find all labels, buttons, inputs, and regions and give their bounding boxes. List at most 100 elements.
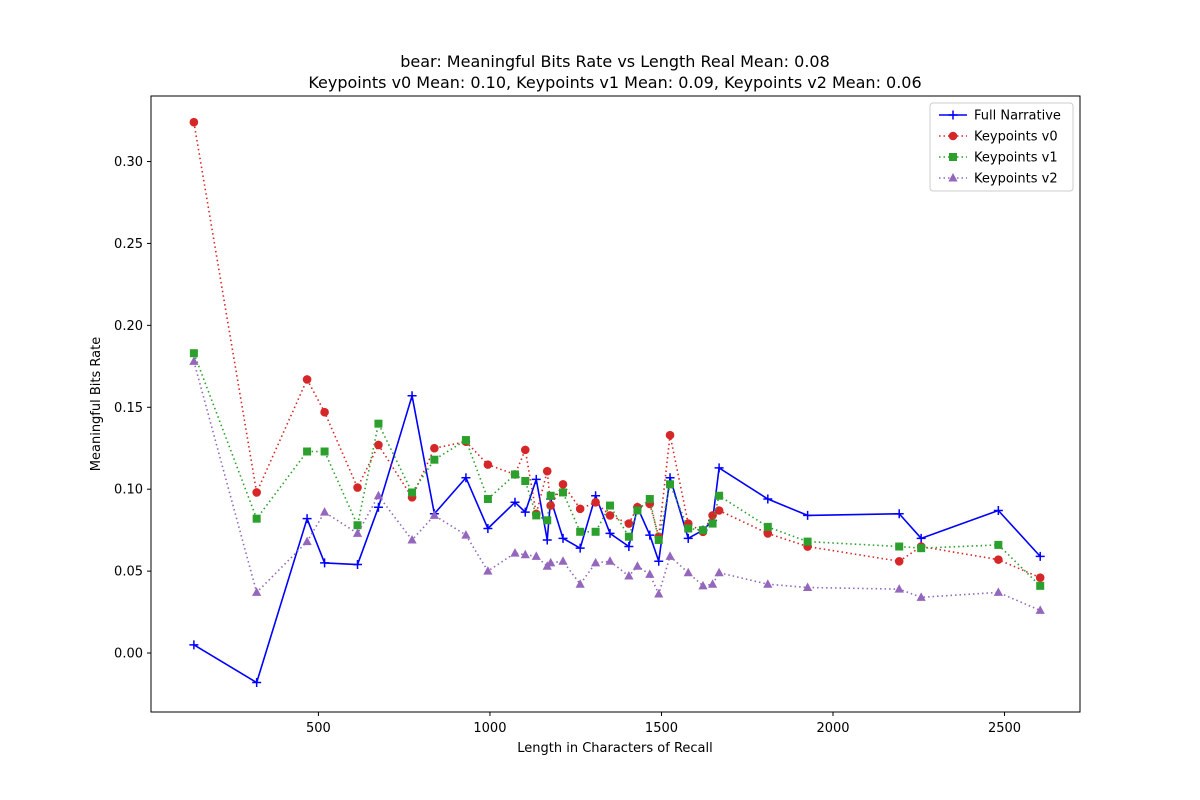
data-point (483, 566, 493, 575)
legend-marker (948, 173, 958, 182)
data-point (483, 495, 492, 504)
data-point (591, 557, 601, 567)
data-point (1035, 605, 1045, 614)
data-point (645, 530, 655, 540)
data-point (461, 473, 471, 483)
data-point (542, 466, 552, 476)
data-point (763, 522, 772, 531)
data-point (714, 567, 724, 577)
data-point (483, 524, 493, 534)
data-point (698, 526, 707, 535)
x-axis-label: Length in Characters of Recall (517, 741, 713, 756)
data-point (803, 582, 813, 591)
data-point (707, 579, 718, 588)
data-point (606, 501, 615, 510)
data-point (715, 491, 724, 500)
data-point (633, 506, 642, 515)
data-point (1035, 551, 1045, 561)
data-point (189, 349, 198, 358)
legend-marker (948, 110, 958, 120)
chart-title: bear: Meaningful Bits Rate vs Length Rea… (400, 52, 830, 71)
data-point (520, 507, 530, 517)
series-full-narrative (189, 391, 1045, 688)
data-point (714, 463, 724, 473)
series-line (193, 122, 1041, 579)
data-point (698, 580, 708, 590)
data-point (645, 495, 654, 504)
data-point (894, 584, 904, 593)
x-tick-label: 500 (306, 721, 331, 736)
data-point (352, 528, 363, 537)
data-point (510, 548, 520, 557)
data-point (461, 530, 471, 539)
data-point (894, 556, 904, 566)
data-point (252, 587, 262, 596)
data-point (546, 501, 555, 510)
data-point (546, 557, 556, 567)
data-point (605, 556, 615, 565)
legend-label: Keypoints v2 (974, 172, 1058, 187)
data-point (319, 507, 330, 516)
y-tick-label: 0.30 (114, 155, 143, 170)
data-point (665, 551, 675, 560)
data-point (654, 556, 664, 566)
data-point (252, 678, 262, 688)
data-point (429, 510, 439, 519)
data-point (895, 542, 904, 551)
series-keypoints-v0 (189, 117, 1045, 582)
data-point (510, 497, 520, 507)
data-point (916, 592, 926, 601)
data-point (624, 519, 634, 528)
data-point (407, 534, 417, 544)
data-point (994, 540, 1003, 549)
data-point (559, 488, 568, 497)
data-point (520, 549, 530, 559)
series-line (193, 361, 1041, 612)
data-point (430, 455, 439, 464)
data-point (916, 533, 926, 543)
data-point (591, 497, 600, 507)
x-axis: 500 1000 1500 2000 2500 (306, 712, 1021, 736)
y-tick-label: 0.00 (114, 647, 143, 662)
data-point (302, 514, 312, 524)
data-point (558, 533, 568, 543)
data-point (683, 533, 693, 543)
data-point (654, 535, 663, 544)
data-point (605, 511, 615, 520)
data-point (575, 504, 585, 514)
series-line (193, 395, 1041, 684)
data-point (520, 445, 530, 455)
data-point (189, 356, 199, 365)
data-point (303, 447, 312, 456)
y-axis-label: Meaningful Bits Rate (89, 337, 104, 471)
data-point (374, 440, 383, 450)
data-point (353, 521, 362, 530)
legend-box (929, 102, 1074, 192)
data-point (531, 551, 541, 560)
chart-subtitle: Keypoints v0 Mean: 0.10, Keypoints v1 Me… (308, 73, 921, 92)
data-point (666, 480, 675, 489)
data-point (591, 527, 600, 536)
legend-marker (948, 131, 958, 141)
series-line (193, 352, 1041, 587)
y-tick-label: 0.15 (114, 401, 143, 416)
data-point (542, 535, 552, 545)
data-point (632, 561, 643, 570)
data-point (302, 375, 312, 384)
data-point (532, 511, 541, 520)
legend: Full Narrative Keypoints v0 Keypoints v1 Ke… (929, 102, 1074, 192)
data-point (189, 117, 199, 127)
data-point (576, 527, 585, 536)
data-point (320, 447, 329, 456)
data-point (408, 488, 417, 497)
data-point (353, 560, 363, 570)
x-tick-label: 1000 (473, 721, 506, 736)
data-point (373, 502, 383, 512)
series-keypoints-v1 (189, 349, 1045, 590)
x-tick-label: 2500 (988, 721, 1021, 736)
y-axis: 0.00 0.05 0.10 0.15 0.20 0.25 0.30 (114, 155, 151, 662)
data-point (624, 571, 634, 580)
data-point (531, 474, 541, 484)
data-point (407, 391, 417, 401)
